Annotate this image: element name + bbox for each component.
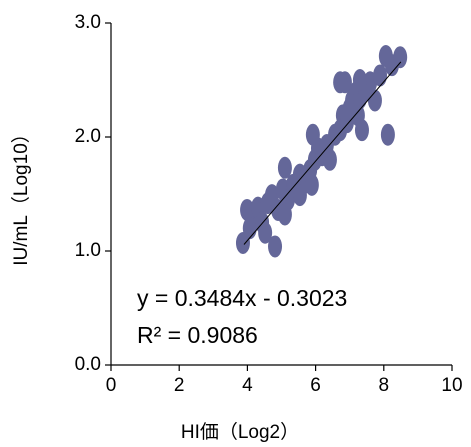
point	[242, 217, 257, 240]
x-tick-label: 10	[441, 375, 462, 396]
point	[277, 203, 292, 226]
point	[380, 123, 395, 146]
point	[352, 69, 367, 91]
x-axis-title: HI価（Log2）	[181, 421, 299, 443]
x-tick-label: 8	[379, 375, 390, 396]
point	[333, 71, 348, 94]
point	[292, 184, 307, 207]
point	[268, 235, 283, 258]
point	[305, 123, 320, 146]
point	[277, 156, 292, 179]
annotation: R² = 0.9086	[137, 322, 258, 348]
trendline	[243, 61, 402, 245]
x-tick-label: 2	[174, 375, 185, 396]
y-tick-label: 1.0	[75, 240, 101, 261]
point	[322, 148, 337, 171]
y-tick-label: 3.0	[75, 12, 101, 33]
x-tick-label: 6	[310, 375, 321, 396]
x-tick-label: 0	[106, 375, 117, 396]
y-tick-label: 2.0	[75, 126, 101, 147]
point	[393, 46, 408, 69]
point	[373, 64, 388, 87]
x-tick-label: 4	[242, 375, 253, 396]
annotation: y = 0.3484x - 0.3023	[137, 285, 347, 311]
point	[258, 221, 273, 244]
y-tick-label: 0.0	[75, 354, 101, 375]
point	[367, 89, 382, 112]
point	[304, 173, 319, 196]
y-axis-title: IU/mL（Log10）	[10, 124, 32, 266]
point	[354, 119, 369, 142]
